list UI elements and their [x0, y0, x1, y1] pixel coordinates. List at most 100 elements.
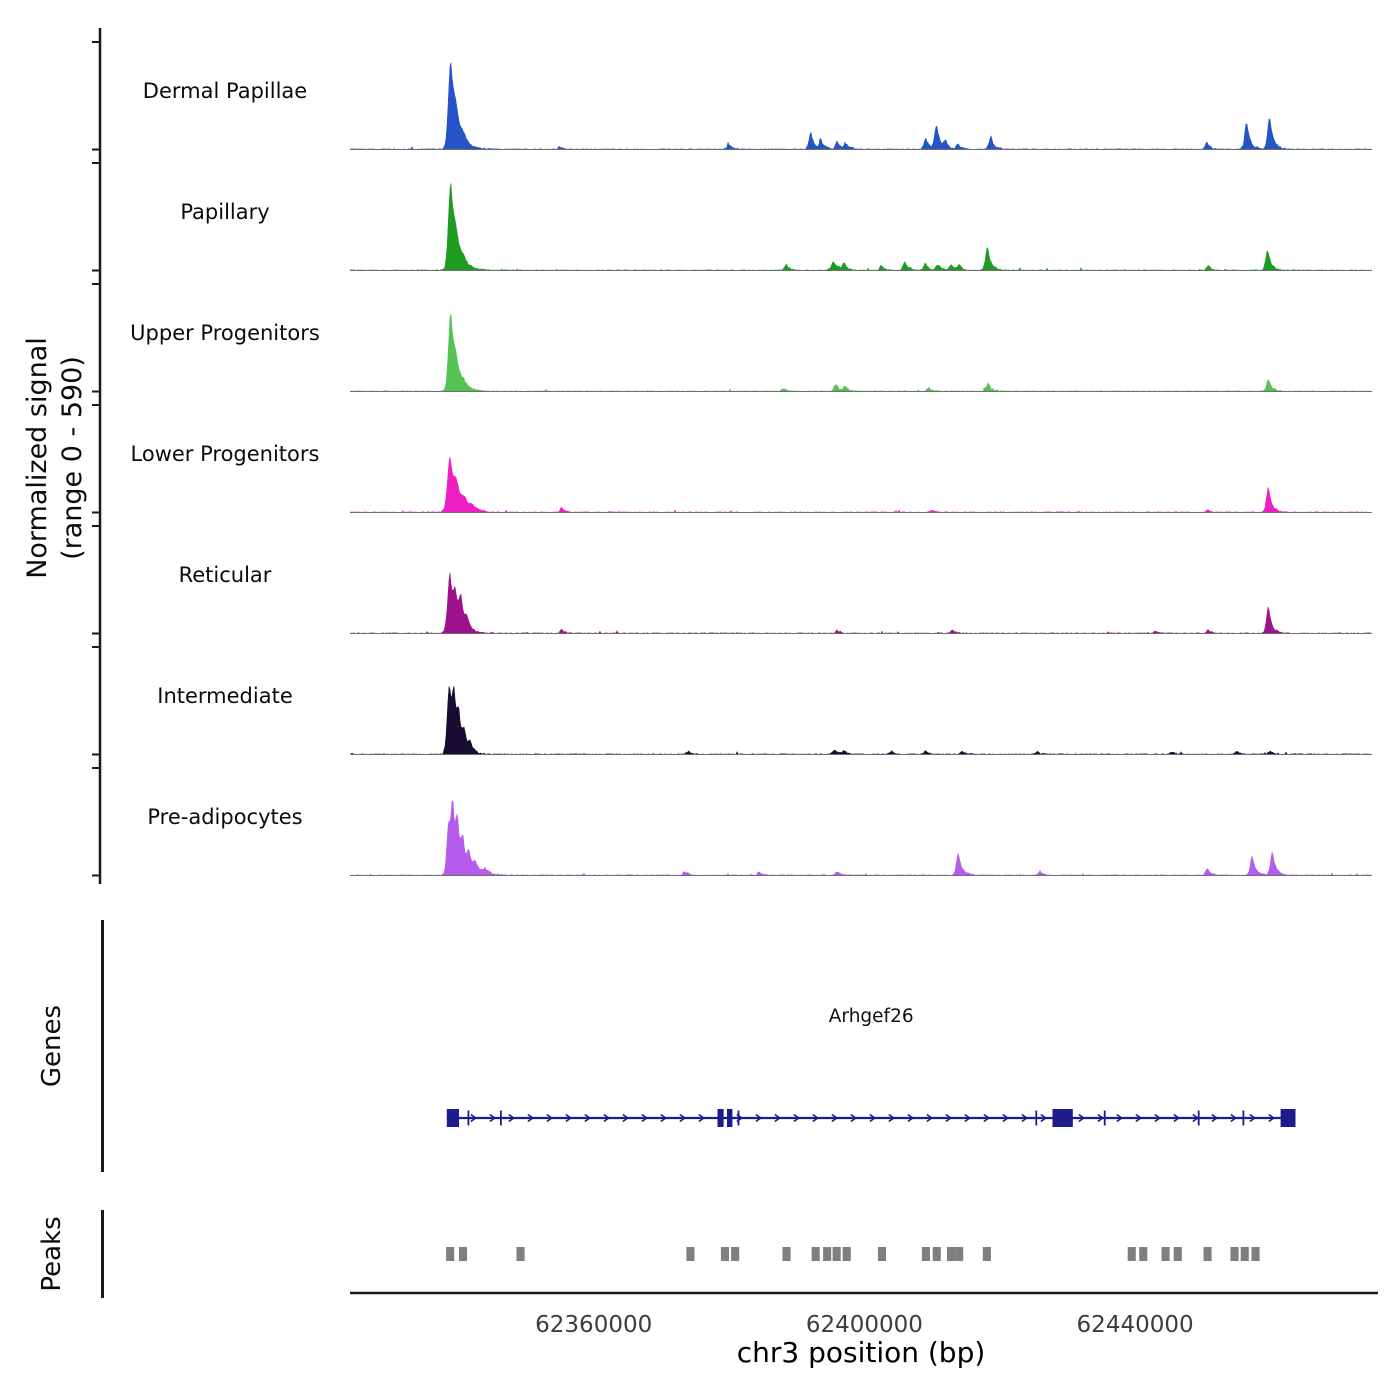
track-signal-plot-papillary	[350, 183, 1372, 271]
strand-arrow-icon	[755, 1113, 763, 1123]
strand-arrow-icon	[964, 1113, 972, 1123]
peak-interval-box	[982, 1247, 991, 1261]
strand-arrow-icon	[888, 1113, 896, 1123]
peak-interval-box	[877, 1247, 886, 1261]
strand-arrow-icon	[1135, 1113, 1143, 1123]
strand-arrow-icon	[1249, 1113, 1257, 1123]
strand-arrow-icon	[508, 1113, 516, 1123]
peak-interval-box	[731, 1247, 740, 1261]
peak-interval-box	[842, 1247, 851, 1261]
peak-interval-box	[1161, 1247, 1170, 1261]
strand-arrow-icon	[983, 1113, 991, 1123]
signal-track-row-dermal-papillae: Dermal Papillae	[0, 30, 1400, 151]
strand-arrow-icon	[1021, 1113, 1029, 1123]
strand-arrow-icon	[945, 1113, 953, 1123]
peak-interval-box	[686, 1247, 695, 1261]
peak-interval-box	[782, 1247, 791, 1261]
strand-arrow-icon	[565, 1113, 573, 1123]
strand-arrow-icon	[660, 1113, 668, 1123]
signal-tracks-panel: Dermal Papillae Papillary Upper Progenitor…	[0, 30, 1400, 877]
track-signal-plot-reticular	[350, 572, 1372, 634]
strand-arrow-icon	[1116, 1113, 1124, 1123]
track-label-dermal-papillae: Dermal Papillae	[142, 79, 308, 103]
peak-interval-box	[1240, 1247, 1249, 1261]
signal-track-row-papillary: Papillary	[0, 151, 1400, 272]
gene-track: Arhgef26	[446, 1006, 1296, 1127]
track-signal-plot-pre-adipocytes	[350, 800, 1372, 876]
strand-arrow-icon	[1173, 1113, 1181, 1123]
genes-section-label: Genes	[37, 1004, 67, 1088]
signal-track-row-reticular: Reticular	[0, 514, 1400, 635]
genes-axis-bracket	[101, 920, 104, 1172]
peak-interval-box	[1127, 1247, 1136, 1261]
gene-exon-tick	[500, 1110, 502, 1126]
peak-interval-box	[1139, 1247, 1148, 1261]
x-tick-label: 62360000	[535, 1312, 652, 1338]
peaks-axis-bracket	[101, 1210, 104, 1298]
signal-track-row-lower-progenitors: Lower Progenitors	[0, 393, 1400, 514]
strand-arrow-icon	[489, 1113, 497, 1123]
strand-arrow-icon	[869, 1113, 877, 1123]
peaks-track	[446, 1247, 1260, 1261]
peak-interval-box	[1203, 1247, 1212, 1261]
track-signal-plot-dermal-papillae	[350, 62, 1372, 150]
gene-exon-tick	[1242, 1110, 1245, 1126]
gene-exon-box	[717, 1109, 724, 1127]
track-signal-plot-lower-progenitors	[350, 456, 1372, 513]
peak-interval-box	[720, 1247, 729, 1261]
strand-arrow-icon	[698, 1113, 706, 1123]
peak-interval-box	[459, 1247, 468, 1261]
peak-interval-box	[832, 1247, 841, 1261]
track-signal-plot-intermediate	[350, 686, 1372, 755]
strand-arrow-icon	[622, 1113, 630, 1123]
strand-arrow-icon	[470, 1113, 478, 1123]
peak-interval-box	[947, 1247, 956, 1261]
x-axis: 62360000 62400000 62440000	[350, 1291, 1378, 1338]
gene-exon-tick	[467, 1110, 470, 1126]
strand-arrow-icon	[793, 1113, 801, 1123]
peak-interval-box	[446, 1247, 455, 1261]
gene-exon-box	[1280, 1109, 1296, 1127]
strand-arrow-icon	[584, 1113, 592, 1123]
gene-exon-tick	[1197, 1110, 1200, 1126]
peak-interval-box	[932, 1247, 941, 1261]
peak-interval-box	[921, 1247, 930, 1261]
strand-arrow-icon	[1230, 1113, 1238, 1123]
strand-arrow-icon	[527, 1113, 535, 1123]
peaks-section-label: Peaks	[37, 1216, 67, 1292]
strand-arrow-icon	[831, 1113, 839, 1123]
strand-arrow-icon	[1268, 1113, 1276, 1123]
peak-interval-box	[955, 1247, 964, 1261]
peak-interval-box	[1230, 1247, 1239, 1261]
strand-arrow-icon	[907, 1113, 915, 1123]
signal-track-row-pre-adipocytes: Pre-adipocytes	[0, 756, 1400, 877]
peak-interval-box	[811, 1247, 820, 1261]
track-label-pre-adipocytes: Pre-adipocytes	[147, 805, 303, 829]
x-tick-label: 62440000	[1077, 1312, 1194, 1338]
strand-arrow-icon	[850, 1113, 858, 1123]
x-axis-label: chr3 position (bp)	[736, 1336, 986, 1369]
track-label-reticular: Reticular	[178, 563, 272, 587]
strand-arrow-icon	[1154, 1113, 1162, 1123]
track-label-lower-progenitors: Lower Progenitors	[130, 442, 320, 466]
strand-arrow-icon	[1002, 1113, 1010, 1123]
signal-track-row-intermediate: Intermediate	[0, 635, 1400, 756]
track-label-papillary: Papillary	[180, 200, 270, 224]
strand-arrow-icon	[812, 1113, 820, 1123]
track-label-intermediate: Intermediate	[157, 684, 293, 708]
strand-arrow-icon	[603, 1113, 611, 1123]
x-tick-label: 62400000	[806, 1312, 923, 1338]
gene-name-label: Arhgef26	[829, 1006, 914, 1027]
gene-exon-tick	[737, 1110, 740, 1126]
gene-exon-box	[727, 1109, 733, 1127]
track-signal-plot-upper-progenitors	[350, 314, 1372, 392]
peak-interval-box	[823, 1247, 832, 1261]
peak-interval-box	[516, 1247, 525, 1261]
strand-arrow-icon	[546, 1113, 554, 1123]
gene-exon-box	[446, 1109, 459, 1127]
gene-exon-tick	[1035, 1110, 1038, 1126]
gene-exon-box	[1052, 1109, 1073, 1127]
strand-arrow-icon	[926, 1113, 934, 1123]
strand-arrow-icon	[679, 1113, 687, 1123]
strand-arrow-icon	[774, 1113, 782, 1123]
